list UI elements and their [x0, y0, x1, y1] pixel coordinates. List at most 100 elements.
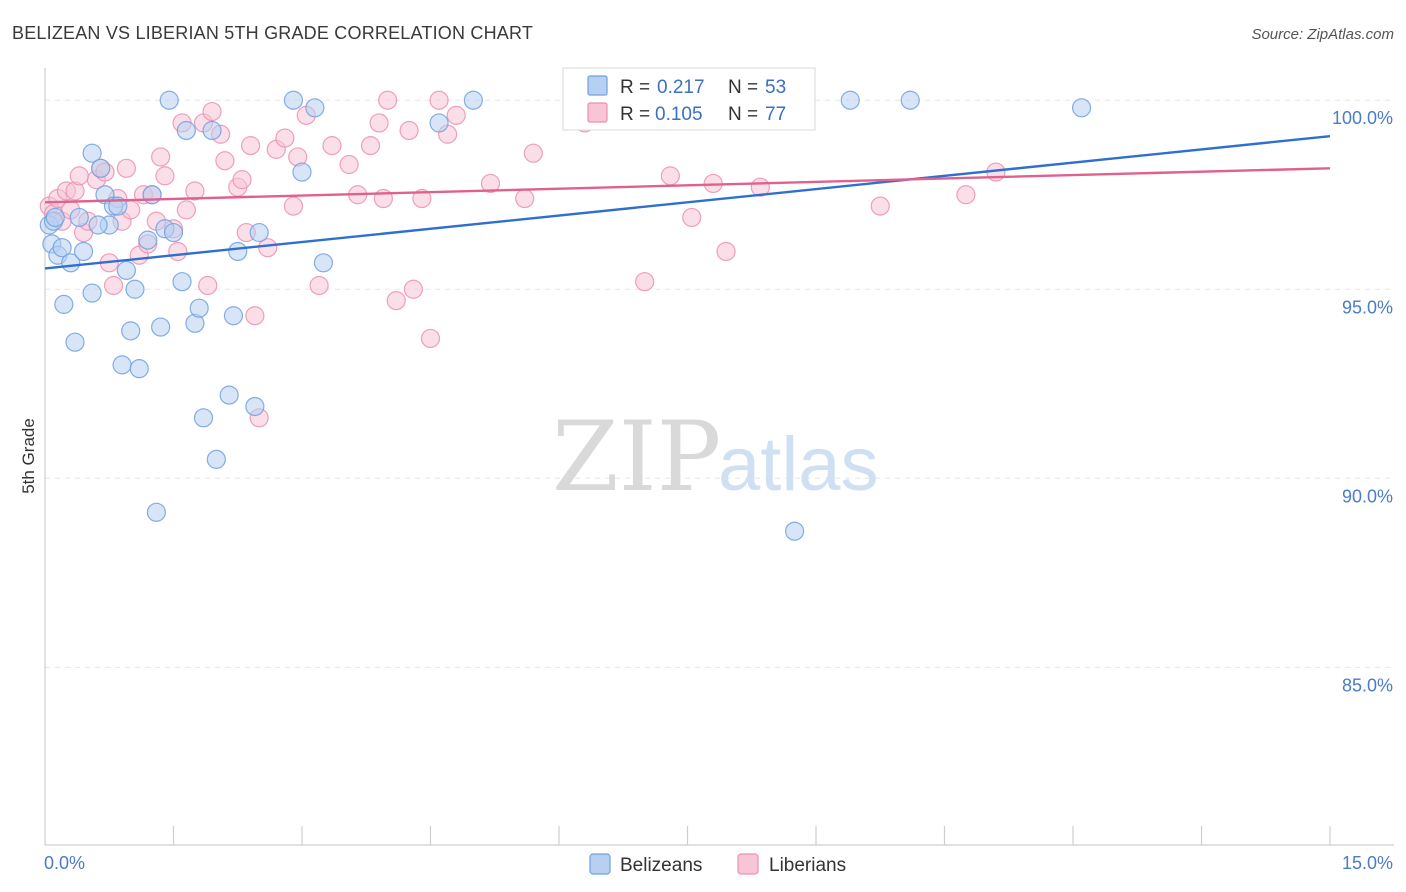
belizeans-point [112, 355, 132, 375]
liberians-point [198, 275, 218, 296]
liberians-point [386, 291, 406, 311]
belizeans-point [121, 321, 141, 341]
liberians-point [420, 328, 441, 349]
chart-source: Source: ZipAtlas.com [1251, 26, 1394, 43]
belizeans-point [784, 521, 805, 541]
y-tick-label-90: 90.0% [1342, 486, 1393, 506]
n-value-belizeans: 53 [765, 77, 786, 98]
belizeans-point [1071, 98, 1092, 118]
belizeans-point [151, 317, 171, 337]
belizeans-point [88, 215, 108, 235]
belizeans-point [73, 241, 94, 262]
series-legend: Belizeans Liberians [589, 853, 846, 876]
liberians-point [155, 166, 175, 186]
liberians-point [151, 147, 171, 167]
n-value-liberians: 77 [765, 104, 786, 125]
watermark-zip: ZIP [552, 401, 721, 513]
liberians-point [245, 306, 265, 326]
r-label-belizeans: R = [620, 77, 650, 98]
liberians-point [283, 196, 304, 216]
liberians-point [232, 170, 252, 190]
belizeans-point [228, 241, 248, 262]
belizeans-point [69, 207, 89, 228]
stats-legend: R = 0.217 N = 53 R = 0.105 N = 77 [562, 67, 816, 131]
liberians-bottom-swatch [737, 853, 759, 875]
belizeans-point [129, 359, 149, 379]
belizeans-points [39, 90, 1092, 541]
belizeans-point [223, 306, 244, 326]
belizeans-point [142, 185, 162, 205]
belizeans-point [163, 222, 184, 243]
liberians-point [369, 113, 389, 133]
liberians-point [241, 136, 261, 156]
belizeans-legend-label: Belizeans [620, 855, 702, 876]
liberians-point [185, 181, 205, 201]
belizeans-point [219, 385, 239, 405]
y-tick-label-100: 100.0% [1332, 108, 1393, 128]
liberians-point [429, 90, 449, 110]
belizeans-point [91, 158, 111, 178]
liberians-point [176, 200, 196, 220]
belizeans-legend-swatch [587, 75, 608, 96]
belizeans-point [429, 113, 449, 133]
belizeans-point [45, 207, 65, 228]
belizeans-point [159, 90, 179, 110]
belizeans-point [245, 396, 265, 417]
belizeans-point [206, 449, 226, 469]
liberians-point [682, 207, 702, 228]
liberians-point [339, 154, 359, 175]
r-value-belizeans: 0.217 [657, 77, 705, 98]
x-axis-ticks [172, 826, 1331, 845]
belizeans-point [172, 272, 192, 292]
liberians-point [660, 166, 680, 186]
belizeans-point [292, 162, 312, 182]
belizeans-point [138, 230, 158, 250]
belizeans-point [116, 260, 136, 280]
belizeans-point [176, 120, 196, 141]
belizeans-point [202, 120, 222, 141]
liberians-point [515, 188, 535, 209]
belizeans-point [313, 253, 334, 273]
belizeans-point [305, 98, 325, 118]
liberians-points [39, 90, 1006, 428]
liberians-trend-line [44, 167, 1331, 204]
liberians-point [69, 166, 89, 186]
liberians-point [322, 136, 342, 156]
belizeans-point [82, 143, 102, 163]
belizeans-point [189, 298, 209, 318]
liberians-point [446, 105, 466, 125]
y-tick-labels: 100.0% 95.0% 90.0% 85.0% [1332, 108, 1393, 695]
liberians-point [103, 275, 124, 296]
watermark-atlas: atlas [718, 422, 879, 507]
belizeans-point [249, 222, 269, 243]
liberians-point [360, 136, 381, 156]
belizeans-point [54, 294, 74, 314]
liberians-point [309, 275, 329, 296]
liberians-point [168, 241, 188, 262]
chart-title: BELIZEAN VS LIBERIAN 5TH GRADE CORRELATI… [12, 23, 533, 43]
r-value-liberians: 0.105 [655, 104, 703, 125]
belizeans-point [900, 90, 920, 110]
n-label-belizeans: N = [728, 77, 758, 98]
belizeans-point [146, 502, 166, 522]
belizeans-point [283, 90, 304, 110]
liberians-point [399, 120, 419, 141]
liberians-point [215, 151, 235, 171]
liberians-point [258, 238, 278, 258]
y-tick-label-95: 95.0% [1342, 297, 1393, 317]
r-label-liberians: R = [620, 104, 650, 125]
liberians-point [523, 143, 543, 163]
y-tick-label-85: 85.0% [1342, 675, 1393, 695]
liberians-point [480, 173, 501, 194]
belizeans-point [463, 90, 483, 110]
belizeans-point [193, 408, 214, 428]
watermark: ZIP atlas [552, 401, 879, 513]
liberians-point [403, 279, 423, 299]
y-axis-label: 5th Grade [19, 418, 38, 494]
liberians-point [412, 188, 432, 209]
liberians-point [956, 185, 976, 205]
belizeans-point [65, 332, 85, 352]
liberians-point [870, 196, 890, 216]
liberians-point [716, 241, 736, 262]
